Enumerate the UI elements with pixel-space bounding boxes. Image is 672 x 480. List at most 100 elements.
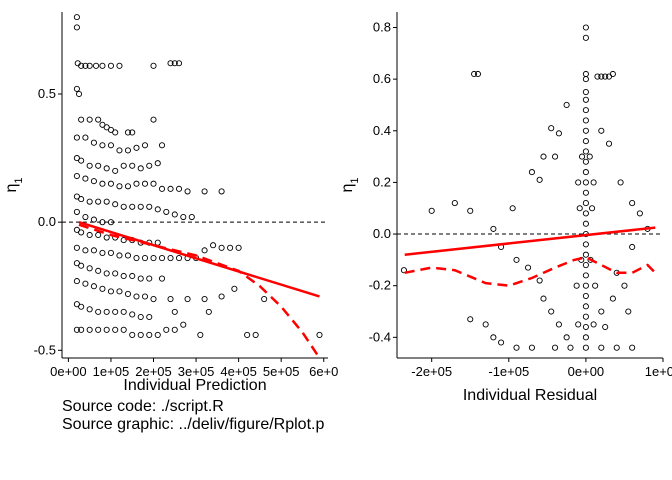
data-point	[167, 185, 174, 192]
caption-source-code: Source code: ./script.R	[62, 398, 224, 415]
data-point	[602, 323, 609, 331]
data-point	[167, 296, 174, 303]
data-point	[146, 331, 153, 338]
data-point	[582, 292, 589, 300]
data-point	[184, 188, 191, 195]
data-point	[112, 270, 119, 277]
data-point	[103, 198, 110, 205]
data-point	[86, 306, 93, 313]
data-point	[99, 219, 106, 226]
data-point	[231, 285, 238, 292]
data-point	[175, 185, 183, 192]
data-point	[555, 321, 562, 328]
data-point	[82, 247, 89, 254]
data-point	[621, 282, 628, 289]
data-point	[592, 282, 599, 289]
data-point	[474, 70, 482, 78]
y-axis-title: η1	[3, 177, 25, 192]
data-point	[86, 326, 93, 333]
data-point	[629, 344, 636, 351]
data-point	[590, 321, 597, 328]
data-point	[451, 200, 458, 207]
data-point	[73, 24, 80, 31]
y-tick-label: 0.4	[373, 123, 391, 138]
data-point	[129, 162, 136, 169]
data-point	[95, 267, 102, 274]
data-point	[513, 344, 520, 351]
data-point	[103, 270, 110, 277]
data-point	[582, 272, 589, 279]
data-point	[428, 207, 435, 214]
data-point	[107, 142, 114, 149]
data-point	[175, 60, 183, 67]
data-point	[205, 308, 212, 315]
x-tick-label: 2e+05	[135, 364, 172, 379]
data-point	[103, 124, 110, 131]
data-point	[95, 116, 102, 123]
data-point	[73, 208, 80, 215]
data-point	[78, 262, 85, 269]
data-point	[227, 244, 234, 251]
data-point	[167, 60, 174, 67]
data-point	[107, 288, 114, 295]
data-point	[582, 24, 589, 31]
data-point	[120, 308, 127, 315]
data-point	[133, 254, 140, 262]
y-tick-label: 0.8	[373, 19, 391, 34]
data-point	[86, 198, 93, 205]
data-point	[73, 278, 80, 285]
data-point	[400, 267, 407, 274]
data-point	[617, 179, 624, 186]
data-point	[86, 116, 93, 123]
data-point	[598, 73, 605, 80]
data-point	[548, 125, 555, 132]
data-point	[124, 147, 132, 154]
data-point	[129, 129, 136, 136]
data-point	[103, 308, 110, 315]
data-point	[490, 225, 497, 232]
data-point	[86, 231, 93, 239]
data-point	[158, 185, 166, 192]
data-point	[629, 200, 636, 207]
y-tick-label: 0.2	[373, 174, 391, 189]
data-point	[316, 331, 323, 338]
y-tick-label: 0.0	[373, 226, 391, 241]
smooth-fit-line	[78, 223, 321, 359]
data-point	[112, 326, 119, 333]
data-point	[73, 326, 80, 333]
x-tick-label: -1e+05	[488, 364, 529, 379]
data-point	[582, 323, 589, 331]
data-point	[86, 62, 93, 69]
data-point	[158, 254, 166, 262]
panel-1: -0.5 0.0 0.5 0e+00 1e+05 2e+05 3e+05 4e+05 5e+05…	[3, 12, 338, 394]
data-point	[82, 280, 89, 287]
data-point	[99, 285, 106, 292]
data-point	[582, 34, 589, 41]
data-point	[150, 296, 157, 303]
data-point	[146, 162, 153, 169]
data-point	[563, 334, 570, 341]
data-point	[582, 169, 589, 176]
data-point	[124, 183, 132, 190]
data-point	[180, 213, 187, 221]
data-point	[78, 229, 85, 236]
data-point	[552, 344, 559, 351]
data-point	[582, 96, 589, 103]
data-point	[99, 249, 106, 256]
data-point	[582, 334, 589, 341]
data-point	[107, 62, 114, 69]
x-axis-title: Individual Residual	[463, 387, 597, 404]
data-point	[133, 180, 140, 187]
data-point	[252, 331, 259, 338]
data-point	[124, 129, 132, 136]
data-point	[73, 172, 80, 180]
data-point	[582, 189, 589, 196]
data-point	[605, 140, 613, 147]
data-point	[528, 344, 535, 351]
data-point	[86, 265, 93, 272]
data-point	[95, 308, 102, 315]
data-point	[103, 234, 110, 241]
caption-source-graphic: Source graphic: ../deliv/figure/Rplot.p	[62, 416, 325, 433]
data-point	[73, 155, 80, 162]
